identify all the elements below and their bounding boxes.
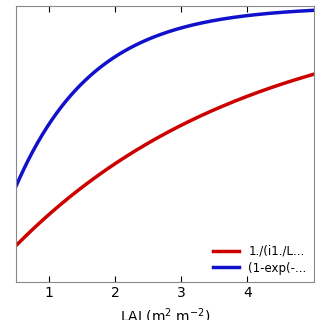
1./(i1./L...	[175, 125, 179, 129]
1./(i1./L...	[312, 72, 316, 76]
1./(i1./L...	[258, 90, 262, 93]
1./(i1./L...	[14, 244, 18, 248]
Legend: 1./(i1./L..., (1-exp(-...: 1./(i1./L..., (1-exp(-...	[208, 240, 311, 279]
Line: 1./(i1./L...: 1./(i1./L...	[16, 74, 314, 246]
(1-exp(-...	[312, 8, 316, 12]
X-axis label: LAI (m$^2$ m$^{-2}$): LAI (m$^2$ m$^{-2}$)	[120, 306, 210, 320]
1./(i1./L...	[157, 135, 161, 139]
1./(i1./L...	[156, 136, 159, 140]
1./(i1./L...	[191, 117, 195, 121]
(1-exp(-...	[305, 9, 308, 12]
(1-exp(-...	[157, 33, 161, 37]
1./(i1./L...	[305, 75, 308, 78]
(1-exp(-...	[175, 27, 179, 31]
(1-exp(-...	[156, 34, 159, 37]
(1-exp(-...	[258, 12, 262, 16]
(1-exp(-...	[191, 23, 195, 27]
Line: (1-exp(-...: (1-exp(-...	[16, 10, 314, 186]
(1-exp(-...	[14, 184, 18, 188]
